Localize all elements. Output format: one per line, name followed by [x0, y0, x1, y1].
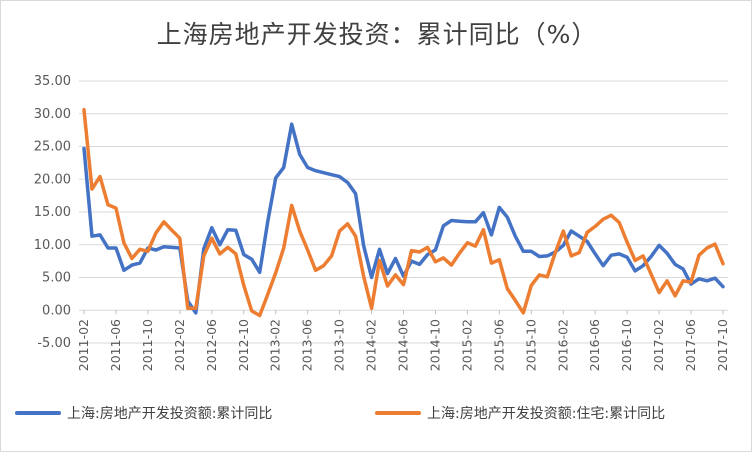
- series-lines: [82, 108, 725, 318]
- y-tick-label: -5.00: [37, 336, 71, 351]
- legend-label-series-1: 上海:房地产开发投资额:累计同比: [67, 406, 272, 422]
- y-axis-ticks: -5.00 0.00 5.00 10.00 15.00 20.00 25.00 30.00 35…: [34, 74, 71, 351]
- chart-title: 上海房地产开发投资：累计同比（%）: [156, 20, 598, 49]
- x-tick-label: 2015-06: [491, 319, 506, 371]
- x-tick-label: 2011-10: [140, 319, 155, 371]
- x-tick-label: 2017-10: [715, 319, 730, 371]
- y-tick-label: 35.00: [34, 74, 71, 89]
- series-line-1: [82, 122, 725, 315]
- x-tick-label: 2015-10: [523, 319, 538, 371]
- y-tick-label: 0.00: [42, 303, 71, 318]
- y-tick-label: 10.00: [34, 238, 71, 253]
- x-axis-ticks: 2011-02 2011-06 2011-10 2012-02 2012-06 2012-…: [76, 310, 730, 371]
- legend-label-series-2: 上海:房地产开发投资额:住宅:累计同比: [427, 406, 665, 422]
- x-tick-label: 2017-02: [651, 319, 666, 371]
- x-tick-label: 2012-02: [172, 319, 187, 371]
- gridlines: [79, 80, 728, 344]
- x-tick-label: 2014-10: [427, 319, 442, 371]
- x-tick-label: 2016-02: [555, 319, 570, 371]
- x-tick-label: 2013-10: [332, 319, 347, 371]
- x-tick-label: 2017-06: [683, 319, 698, 371]
- x-tick-label: 2015-02: [459, 319, 474, 371]
- x-tick-label: 2014-02: [364, 319, 379, 371]
- x-tick-label: 2012-06: [204, 319, 219, 371]
- x-tick-label: 2014-06: [396, 319, 411, 371]
- y-tick-label: 15.00: [34, 205, 71, 220]
- y-tick-label: 20.00: [34, 172, 71, 187]
- y-tick-label: 30.00: [34, 107, 71, 122]
- x-tick-label: 2012-10: [236, 319, 251, 371]
- legend: 上海:房地产开发投资额:累计同比 上海:房地产开发投资额:住宅:累计同比: [15, 406, 665, 422]
- y-tick-label: 25.00: [34, 140, 71, 155]
- series-line-2: [82, 108, 725, 318]
- x-tick-label: 2013-06: [300, 319, 315, 371]
- x-tick-label: 2011-02: [76, 319, 91, 371]
- x-tick-label: 2016-06: [587, 319, 602, 371]
- x-tick-label: 2013-02: [268, 319, 283, 371]
- y-tick-label: 5.00: [42, 271, 71, 286]
- x-tick-label: 2011-06: [108, 319, 123, 371]
- x-tick-label: 2016-10: [619, 319, 634, 371]
